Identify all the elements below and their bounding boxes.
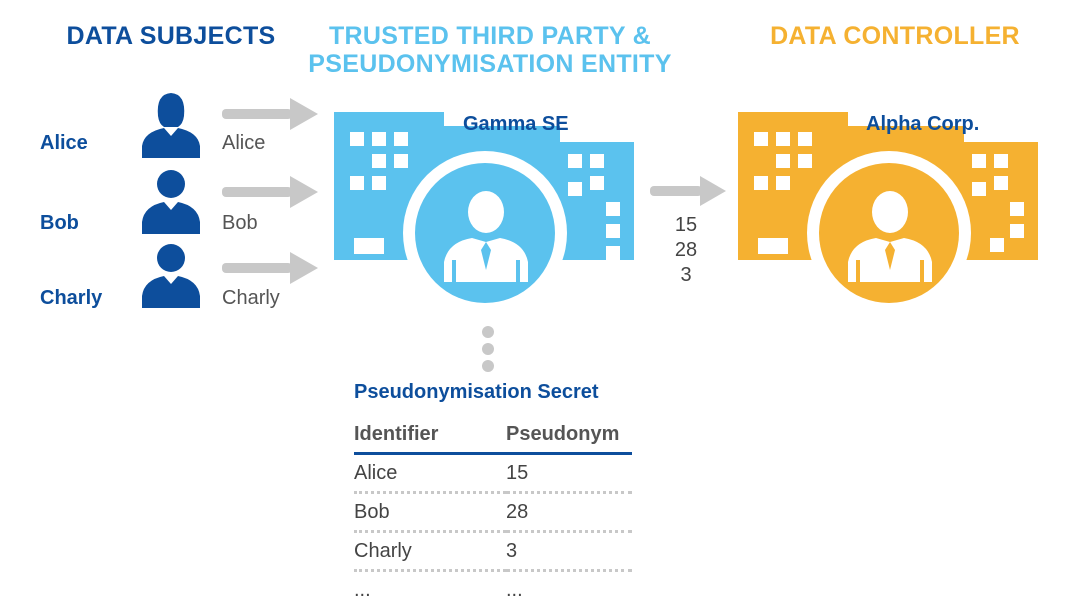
ttp-heading-line2: PSEUDONYMISATION ENTITY <box>308 50 672 78</box>
table-row: Charly 3 <box>354 531 632 572</box>
arrow-right-icon <box>222 176 318 208</box>
businessman-icon <box>848 191 932 282</box>
column-header-identifier: Identifier <box>354 420 506 455</box>
data-subjects-heading: DATA SUBJECTS <box>66 22 276 50</box>
person-icon <box>142 244 200 308</box>
identifier-cell: Alice <box>354 453 506 494</box>
subject-label-alice: Alice <box>222 132 266 154</box>
subject-label-bob: Bob <box>222 212 258 234</box>
pseudonym-cell: 28 <box>506 492 632 533</box>
pseudonym-cell: 3 <box>506 531 632 572</box>
dotted-connector-icon <box>482 326 494 372</box>
person-icon <box>142 93 200 158</box>
identifier-cell: Charly <box>354 531 506 572</box>
controller-entity-name: Alpha Corp. <box>866 113 980 135</box>
arrow-right-icon <box>222 252 318 284</box>
table-row: Bob 28 <box>354 492 632 533</box>
pseudonym-value: 28 <box>674 239 698 261</box>
identifier-cell: Bob <box>354 492 506 533</box>
subject-name-alice: Alice <box>40 132 88 154</box>
subject-name-bob: Bob <box>40 212 79 234</box>
ttp-heading: TRUSTED THIRD PARTY & PSEUDONYMISATION E… <box>300 22 680 78</box>
pseudonym-value: 15 <box>674 214 698 236</box>
column-header-pseudonym: Pseudonym <box>506 420 632 455</box>
businessman-icon <box>444 191 528 282</box>
pseudonym-value: 3 <box>680 264 692 286</box>
ttp-entity-name: Gamma SE <box>463 113 569 135</box>
table-row: ... ... <box>354 571 632 609</box>
identifier-cell: ... <box>354 578 371 601</box>
arrow-right-icon <box>650 176 726 206</box>
pseudonym-cell: ... <box>506 578 523 601</box>
person-icon <box>142 170 200 234</box>
ttp-heading-line1: TRUSTED THIRD PARTY & <box>328 22 652 50</box>
arrow-right-icon <box>222 98 318 130</box>
data-controller-heading: DATA CONTROLLER <box>770 22 1020 50</box>
pseudonyms-sent-list: 15 28 3 <box>660 213 712 288</box>
subject-name-charly: Charly <box>40 287 103 309</box>
pseudonym-cell: 15 <box>506 453 632 494</box>
secret-table: Identifier Pseudonym Alice 15 Bob 28 Cha… <box>354 420 632 608</box>
table-row: Alice 15 <box>354 453 632 494</box>
secret-title: Pseudonymisation Secret <box>354 381 599 403</box>
subject-label-charly: Charly <box>222 287 280 309</box>
secret-table-header: Identifier Pseudonym <box>354 420 632 455</box>
